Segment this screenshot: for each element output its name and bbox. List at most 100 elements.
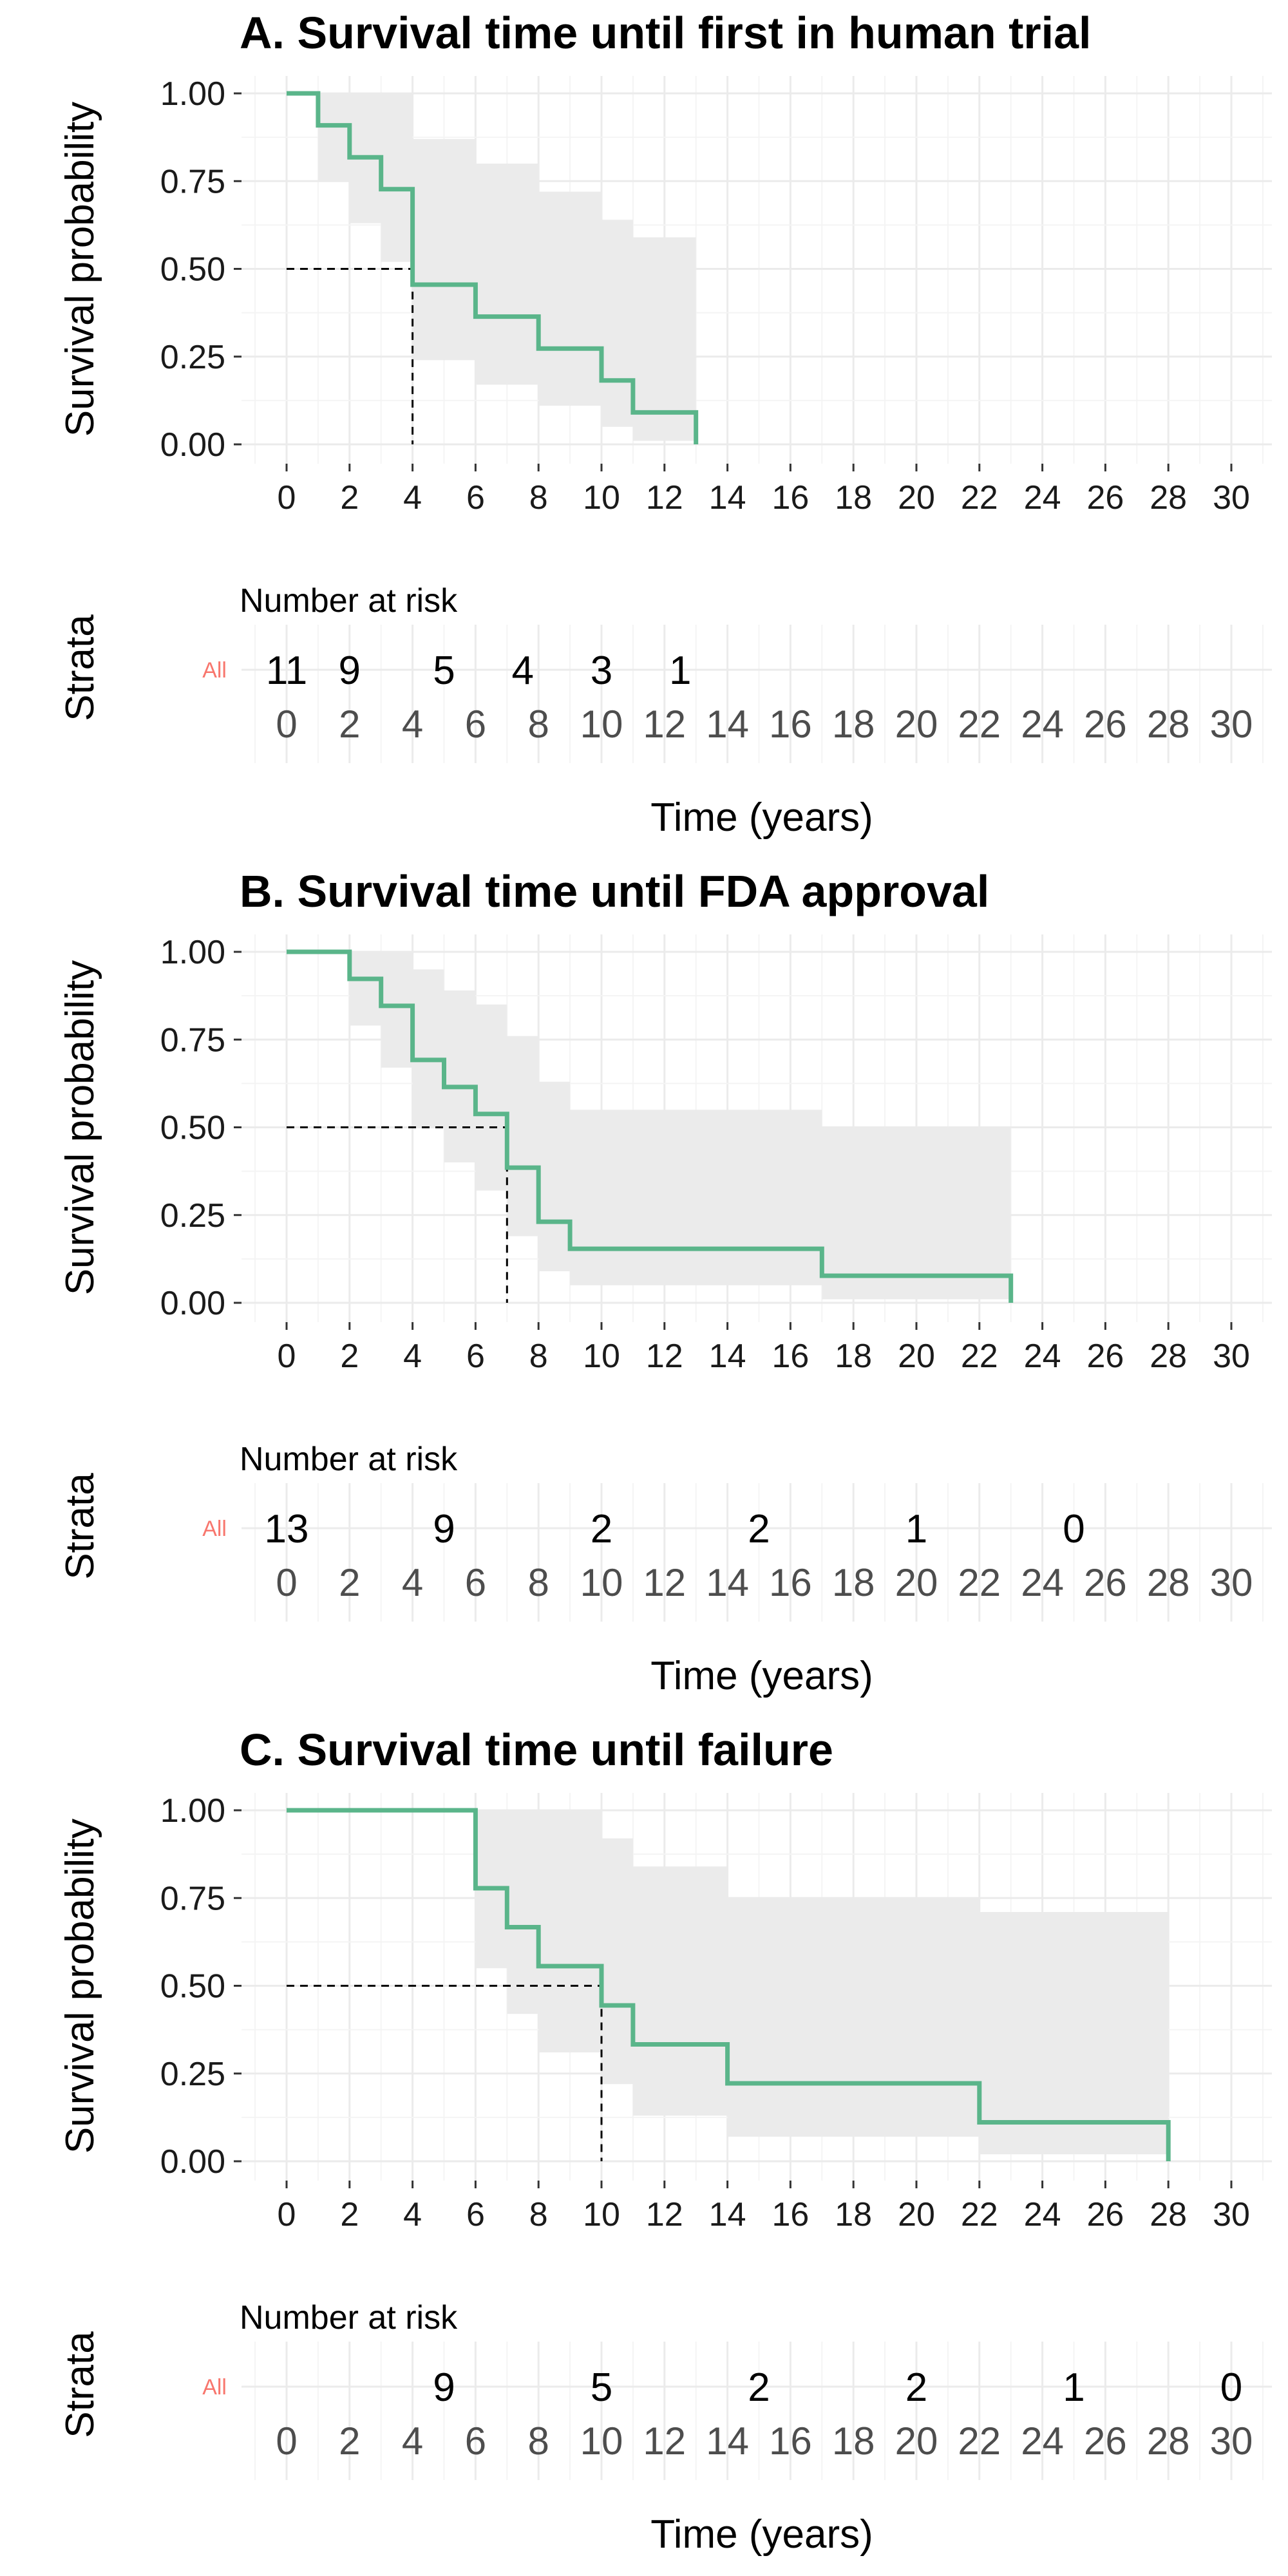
panel-title: B. Survival time until FDA approval — [240, 866, 989, 916]
x-tick-label: 18 — [835, 1338, 872, 1375]
panel-b: B. Survival time until FDA approval 0.00 0… — [58, 866, 1272, 1698]
at-risk-value: 2 — [748, 2365, 770, 2410]
at-risk-value: 1 — [905, 1507, 927, 1551]
x-tick-label: 18 — [835, 2196, 872, 2233]
survival-curve — [287, 1808, 1171, 2161]
at-risk-value: 13 — [265, 1507, 309, 1551]
x-tick-label: 14 — [709, 2196, 746, 2233]
x-tick-label: 2 — [340, 2196, 359, 2233]
y-tick-label: 1.00 — [160, 1792, 225, 1830]
risk-table-title: Number at risk — [240, 1441, 458, 1478]
x-tick-label: 4 — [403, 1338, 422, 1375]
panel-c: C. Survival time until failure 0.00 0.25 0.… — [58, 1725, 1272, 2557]
risk-x-tick-label: 24 — [1021, 1561, 1064, 1604]
at-risk-value: 2 — [591, 1507, 612, 1551]
x-tick-label: 30 — [1213, 2196, 1250, 2233]
x-tick-label: 22 — [961, 479, 998, 516]
risk-x-tick-label: 2 — [339, 1561, 360, 1604]
y-tick-label: 0.25 — [160, 1197, 225, 1235]
x-tick-label: 12 — [646, 1338, 683, 1375]
risk-x-tick-label: 26 — [1084, 1561, 1127, 1604]
at-risk-value: 11 — [266, 649, 307, 693]
x-tick-label: 6 — [466, 2196, 485, 2233]
strata-name: All — [202, 2375, 227, 2400]
at-risk-value: 4 — [512, 649, 534, 693]
risk-x-tick-label: 28 — [1147, 703, 1190, 746]
at-risk-value: 3 — [591, 649, 612, 693]
risk-x-tick-label: 30 — [1210, 1561, 1253, 1604]
at-risk-value: 9 — [339, 649, 361, 693]
risk-x-tick-label: 12 — [643, 703, 686, 746]
x-tick-label: 10 — [583, 2196, 620, 2233]
risk-x-tick-label: 22 — [958, 703, 1001, 746]
risk-x-tick-label: 30 — [1210, 2420, 1253, 2463]
x-tick-label: 30 — [1213, 479, 1250, 516]
risk-table-title: Number at risk — [240, 582, 458, 620]
x-tick-label: 28 — [1150, 479, 1187, 516]
risk-x-tick-label: 10 — [580, 703, 623, 746]
y-tick-label: 0.50 — [160, 1968, 225, 2005]
risk-table-grid — [242, 2342, 1272, 2480]
y-tick-label: 0.50 — [160, 1110, 225, 1147]
x-tick-label: 8 — [529, 1338, 548, 1375]
x-tick-label: 4 — [403, 2196, 422, 2233]
risk-x-tick-label: 16 — [769, 703, 812, 746]
x-tick-label: 8 — [529, 2196, 548, 2233]
risk-x-tick-label: 12 — [643, 1561, 686, 1604]
at-risk-value: 2 — [905, 2365, 927, 2410]
panel-title: A. Survival time until first in human tr… — [240, 8, 1091, 58]
risk-x-tick-label: 6 — [465, 1561, 486, 1604]
strata-axis-title: Strata — [58, 1473, 102, 1580]
at-risk-value: 2 — [748, 1507, 770, 1551]
strata-axis-title: Strata — [58, 2331, 102, 2438]
x-tick-label: 12 — [646, 479, 683, 516]
x-tick-label: 10 — [583, 1338, 620, 1375]
x-tick-label: 24 — [1024, 2196, 1061, 2233]
x-tick-label: 12 — [646, 2196, 683, 2233]
risk-x-tick-label: 12 — [643, 2420, 686, 2463]
risk-x-tick-label: 4 — [402, 1561, 423, 1604]
risk-x-tick-label: 18 — [832, 1561, 875, 1604]
at-risk-value: 9 — [433, 2365, 455, 2410]
risk-table-grid — [242, 1483, 1272, 1622]
panel-a: A. Survival time until first in human tr… — [58, 8, 1272, 840]
x-tick-label: 18 — [835, 479, 872, 516]
x-tick-label: 8 — [529, 479, 548, 516]
risk-x-tick-label: 24 — [1021, 703, 1064, 746]
panel-title: C. Survival time until failure — [240, 1725, 833, 1775]
at-risk-value: 1 — [1063, 2365, 1084, 2410]
x-tick-label: 2 — [340, 479, 359, 516]
x-tick-label: 24 — [1024, 479, 1061, 516]
risk-x-tick-label: 24 — [1021, 2420, 1064, 2463]
y-axis-title: Survival probability — [58, 960, 102, 1295]
at-risk-value: 5 — [591, 2365, 612, 2410]
risk-x-tick-label: 14 — [706, 703, 749, 746]
risk-x-tick-label: 6 — [465, 2420, 486, 2463]
x-tick-label: 2 — [340, 1338, 359, 1375]
x-tick-label: 16 — [772, 479, 809, 516]
x-tick-label: 16 — [772, 1338, 809, 1375]
y-tick-label: 0.25 — [160, 2056, 225, 2093]
y-tick-label: 0.00 — [160, 1285, 225, 1322]
y-axis-title: Survival probability — [58, 102, 102, 437]
at-risk-value: 9 — [433, 1507, 455, 1551]
risk-x-tick-label: 8 — [528, 2420, 549, 2463]
x-tick-label: 10 — [583, 479, 620, 516]
x-tick-label: 26 — [1086, 2196, 1124, 2233]
risk-x-tick-label: 20 — [895, 703, 938, 746]
x-tick-label: 14 — [709, 479, 746, 516]
x-tick-label: 6 — [466, 479, 485, 516]
confidence-band — [287, 93, 696, 441]
x-tick-label: 20 — [898, 479, 935, 516]
risk-table-grid — [242, 625, 1272, 763]
risk-x-tick-label: 8 — [528, 703, 549, 746]
risk-table-title: Number at risk — [240, 2299, 458, 2336]
x-tick-label: 0 — [278, 1338, 296, 1375]
x-axis-title: Time (years) — [650, 795, 873, 840]
risk-x-tick-label: 6 — [465, 703, 486, 746]
at-risk-value: 0 — [1220, 2365, 1242, 2410]
y-tick-label: 0.25 — [160, 339, 225, 376]
strata-name: All — [202, 658, 227, 683]
x-tick-label: 22 — [961, 2196, 998, 2233]
risk-x-tick-label: 26 — [1084, 2420, 1127, 2463]
